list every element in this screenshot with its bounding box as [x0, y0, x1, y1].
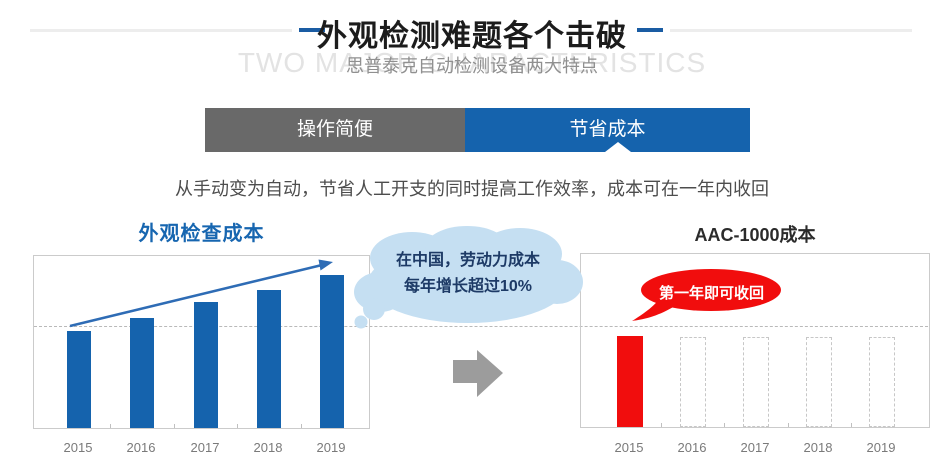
axis-tick	[301, 424, 302, 428]
page-title: 外观检测难题各个击破	[317, 20, 627, 53]
bar-2015	[67, 331, 91, 428]
bar-2019	[869, 337, 895, 427]
x-axis-label-2019: 2019	[316, 440, 346, 455]
watermark-text: TWO MAJOR CHARACTERISTICS	[237, 47, 707, 78]
right-chart-plot	[580, 253, 930, 428]
bar-2017	[194, 302, 218, 428]
title-dash-left	[299, 28, 325, 32]
tab-cost-saving[interactable]: 节省成本	[465, 108, 750, 152]
axis-tick	[237, 424, 238, 428]
x-axis-label-2018: 2018	[253, 440, 283, 455]
bar-2016	[680, 337, 706, 427]
payback-bubble-text: 第一年即可收回	[658, 285, 764, 302]
feature-tabs: 操作简便 节省成本	[205, 108, 750, 152]
bar-2019	[320, 275, 344, 428]
tab-description: 从手动变为自动，节省人工开支的同时提高工作效率，成本可在一年内收回	[175, 179, 769, 199]
x-axis-label-2017: 2017	[190, 440, 220, 455]
right-chart-x-axis: 2015 2016 2017 2018 2019	[580, 440, 930, 456]
bar-2016	[130, 318, 154, 428]
title-dash-right	[637, 28, 663, 32]
cloud-line-1: 在中国，劳动力成本	[395, 252, 540, 269]
left-chart-plot	[33, 255, 370, 429]
x-axis-label-2018: 2018	[803, 440, 833, 455]
x-axis-label-2016: 2016	[126, 440, 156, 455]
axis-tick	[851, 423, 852, 427]
axis-tick	[110, 424, 111, 428]
x-axis-label-2017: 2017	[740, 440, 770, 455]
axis-tick	[661, 423, 662, 427]
bar-2017	[743, 337, 769, 427]
bar-2018	[257, 290, 281, 428]
dashed-reference-line	[34, 326, 928, 327]
cloud-bubble-text: 在中国，劳动力成本 每年增长超过10%	[366, 248, 570, 300]
x-axis-label-2016: 2016	[677, 440, 707, 455]
x-axis-label-2015: 2015	[63, 440, 93, 455]
cloud-line-2: 每年增长超过10%	[403, 278, 533, 295]
active-tab-notch	[605, 142, 631, 152]
right-chart-title: AAC-1000成本	[694, 225, 816, 245]
page-subtitle: 思普泰克自动检测设备两大特点	[346, 56, 598, 76]
left-chart-x-axis: 2015 2016 2017 2018 2019	[33, 440, 370, 456]
transition-arrow-icon	[453, 350, 503, 397]
header-divider-right	[670, 29, 912, 32]
axis-tick	[174, 424, 175, 428]
bar-2015	[617, 336, 643, 427]
axis-tick	[724, 423, 725, 427]
header-divider-left	[30, 29, 292, 32]
tab-easy-operation[interactable]: 操作简便	[205, 108, 465, 152]
x-axis-label-2019: 2019	[866, 440, 896, 455]
x-axis-label-2015: 2015	[614, 440, 644, 455]
tab-label: 操作简便	[296, 119, 373, 140]
axis-tick	[788, 423, 789, 427]
left-chart-title: 外观检查成本	[138, 223, 265, 245]
bar-2018	[806, 337, 832, 427]
tab-label: 节省成本	[569, 119, 646, 140]
